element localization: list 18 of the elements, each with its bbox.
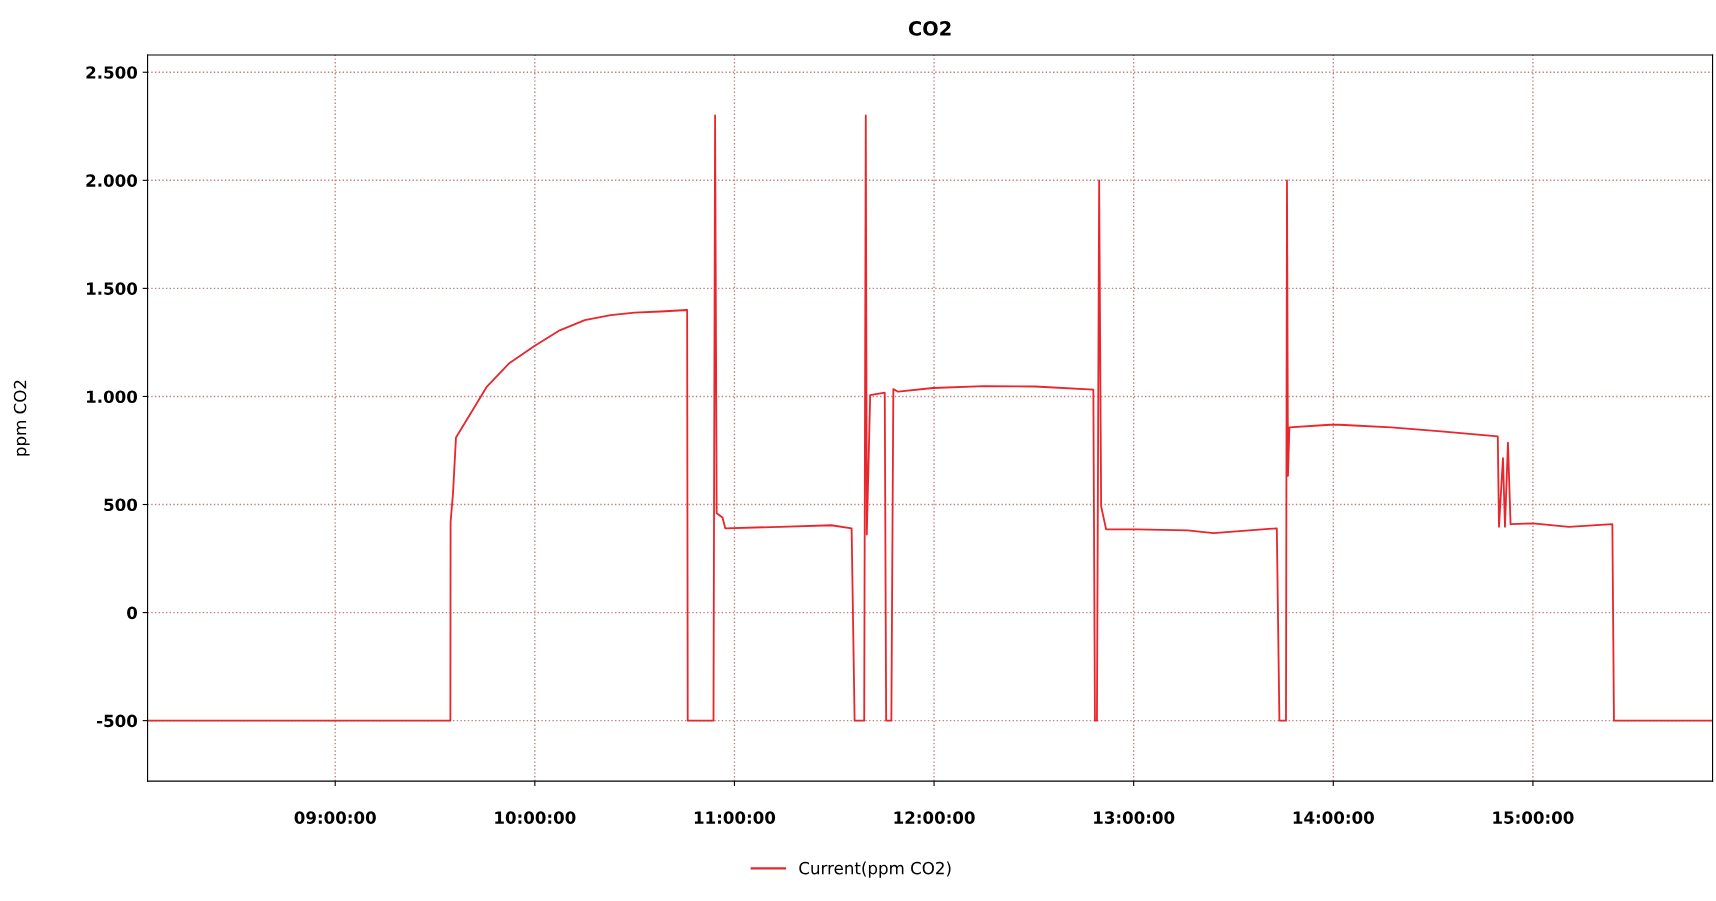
y-axis-title: ppm CO2 <box>13 380 30 456</box>
x-tick-label: 10:00:00 <box>495 811 576 824</box>
y-tick-label: 2.000 <box>86 174 138 187</box>
line-series <box>147 114 1713 722</box>
y-tick-label: 1.000 <box>87 390 138 404</box>
x-tick-label: 11:00:00 <box>694 811 776 824</box>
x-tick-label: 14:00:00 <box>1293 811 1374 824</box>
x-tick-label: 09:00:00 <box>294 811 376 824</box>
legend-label: Current(ppm CO2) <box>799 861 951 878</box>
y-tick-label: 1.500 <box>87 282 138 295</box>
x-tick-label: 15:00:00 <box>1493 811 1574 824</box>
y-tick-label: 500 <box>104 498 138 512</box>
x-tick-label: 12:00:00 <box>894 811 975 824</box>
y-tick-label: -500 <box>97 714 138 728</box>
chart-title: CO2 <box>908 21 951 36</box>
y-tick-label: 0 <box>127 606 138 620</box>
y-tick-label: 2.500 <box>86 66 138 79</box>
x-tick-label: 13:00:00 <box>1094 811 1175 824</box>
